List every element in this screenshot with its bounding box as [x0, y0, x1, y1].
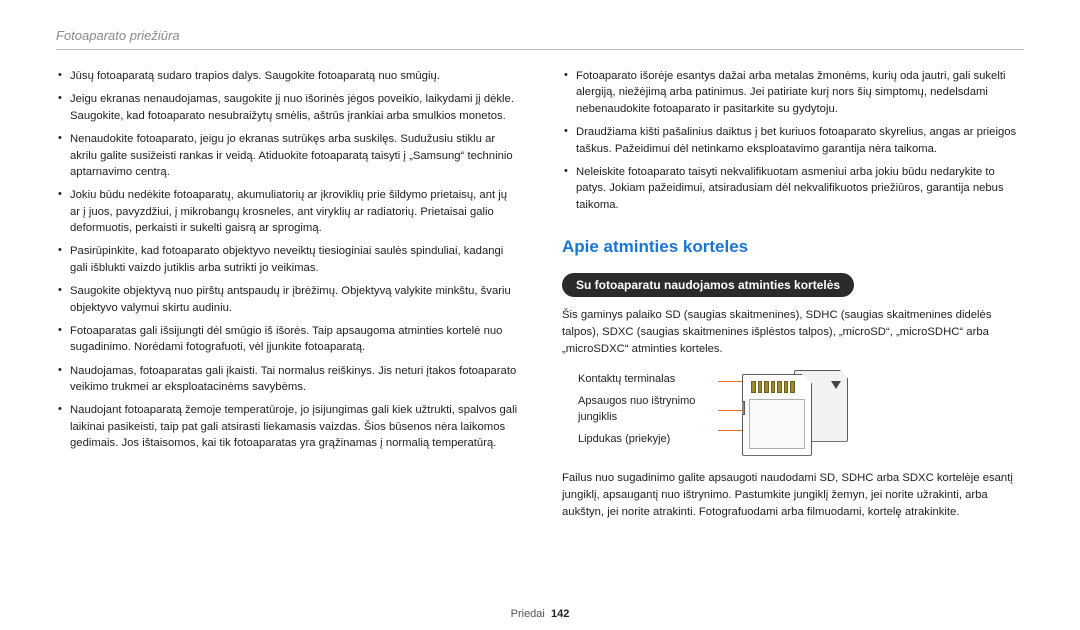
header-rule	[56, 49, 1024, 50]
right-column: Fotoaparato išorėje esantys dažai arba m…	[562, 68, 1024, 533]
memory-card-lock-text: Failus nuo sugadinimo galite apsaugoti n…	[562, 470, 1024, 521]
list-item: Draudžiama kišti pašalinius daiktus į be…	[562, 124, 1024, 157]
two-column-layout: Jūsų fotoaparatą sudaro trapios dalys. S…	[56, 68, 1024, 533]
list-item: Fotoaparato išorėje esantys dažai arba m…	[562, 68, 1024, 117]
care-tips-list-right: Fotoaparato išorėje esantys dažai arba m…	[562, 68, 1024, 213]
list-item: Fotoaparatas gali išsijungti dėl smūgio …	[56, 323, 518, 356]
list-item: Pasirūpinkite, kad fotoaparato objektyvo…	[56, 243, 518, 276]
list-item: Saugokite objektyvą nuo pirštų antspaudų…	[56, 283, 518, 316]
list-item: Naudojant fotoaparatą žemoje temperatūro…	[56, 402, 518, 451]
label-switch: Apsaugos nuo ištrynimo jungiklis	[578, 394, 718, 426]
running-header: Fotoaparato priežiūra	[56, 28, 1024, 43]
sd-contacts-icon	[751, 381, 795, 393]
page-root: Fotoaparato priežiūra Jūsų fotoaparatą s…	[0, 0, 1080, 630]
memory-card-intro: Šis gaminys palaiko SD (saugias skaitmen…	[562, 307, 1024, 358]
subsection-badge: Su fotoaparatu naudojamos atminties kort…	[562, 273, 854, 297]
sd-card-icon	[742, 374, 812, 456]
diagram-labels: Kontaktų terminalas Apsaugos nuo ištryni…	[578, 370, 718, 454]
left-column: Jūsų fotoaparatą sudaro trapios dalys. S…	[56, 68, 518, 533]
list-item: Neleiskite fotoaparato taisyti nekvalifi…	[562, 164, 1024, 213]
care-tips-list-left: Jūsų fotoaparatą sudaro trapios dalys. S…	[56, 68, 518, 452]
label-contacts: Kontaktų terminalas	[578, 372, 718, 388]
list-item: Jūsų fotoaparatą sudaro trapios dalys. S…	[56, 68, 518, 84]
list-item: Naudojamas, fotoaparatas gali įkaisti. T…	[56, 363, 518, 396]
triangle-icon	[831, 381, 841, 389]
label-sticker: Lipdukas (priekyje)	[578, 432, 718, 448]
list-item: Jokiu būdu nedėkite fotoaparatų, akumuli…	[56, 187, 518, 236]
sd-card-illustration	[742, 370, 862, 456]
section-title: Apie atminties korteles	[562, 237, 1024, 257]
sd-label-area-icon	[749, 399, 805, 449]
footer-page-number: 142	[551, 608, 569, 620]
list-item: Jeigu ekranas nenaudojamas, saugokite jį…	[56, 91, 518, 124]
list-item: Nenaudokite fotoaparato, jeigu jo ekrana…	[56, 131, 518, 180]
sd-card-diagram: Kontaktų terminalas Apsaugos nuo ištryni…	[578, 370, 1024, 456]
page-footer: Priedai 142	[0, 608, 1080, 620]
sd-lock-switch-icon	[741, 401, 745, 415]
footer-section: Priedai	[511, 608, 545, 620]
